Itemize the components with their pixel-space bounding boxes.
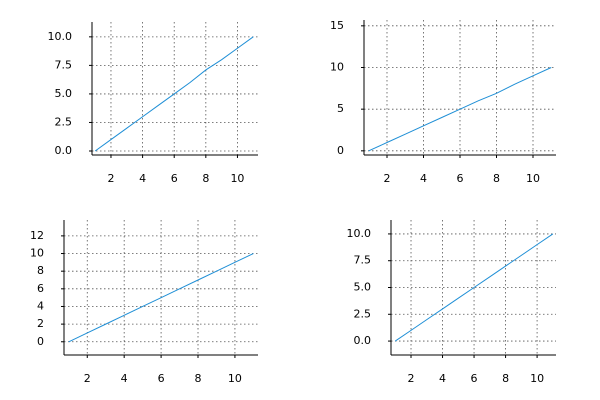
y-tick-label: 5.0 — [55, 87, 73, 100]
line — [68, 253, 254, 343]
x-tick-label: 4 — [439, 372, 446, 385]
y-tick-label: 10.0 — [347, 227, 372, 240]
line — [94, 36, 254, 152]
x-tick-label: 6 — [158, 372, 165, 385]
x-tick-label: 2 — [107, 172, 114, 185]
y-tick-label: 10 — [30, 247, 44, 260]
x-tick-label: 10 — [230, 172, 244, 185]
y-tick-label: 7.5 — [354, 254, 372, 267]
x-tick-label: 8 — [202, 172, 209, 185]
y-tick-label: 0.0 — [55, 144, 73, 157]
x-tick-label: 4 — [139, 172, 146, 185]
y-tick-label: 7.5 — [55, 58, 73, 71]
x-tick-label: 2 — [383, 172, 390, 185]
y-tick-label: 12 — [30, 229, 44, 242]
y-tick-label: 6 — [37, 282, 44, 295]
x-tick-label: 8 — [195, 372, 202, 385]
x-tick-label: 10 — [530, 372, 544, 385]
x-tick-label: 10 — [228, 372, 242, 385]
x-tick-label: 4 — [420, 172, 427, 185]
y-tick-label: 5.0 — [354, 281, 372, 294]
line — [368, 67, 552, 152]
y-tick-label: 5 — [337, 102, 344, 115]
y-tick-label: 4 — [37, 299, 44, 312]
y-tick-label: 2.5 — [354, 307, 372, 320]
x-tick-label: 6 — [171, 172, 178, 185]
y-tick-label: 2 — [37, 317, 44, 330]
x-tick-label: 10 — [526, 172, 540, 185]
y-tick-label: 10.0 — [48, 30, 73, 43]
y-tick-label: 0.0 — [354, 334, 372, 347]
x-tick-label: 2 — [84, 372, 91, 385]
x-tick-label: 2 — [408, 372, 415, 385]
x-tick-label: 4 — [121, 372, 128, 385]
x-tick-label: 8 — [493, 172, 500, 185]
y-tick-label: 15 — [330, 19, 344, 32]
x-tick-label: 6 — [471, 372, 478, 385]
line — [394, 233, 554, 342]
y-tick-label: 0 — [37, 335, 44, 348]
x-tick-label: 8 — [502, 372, 509, 385]
x-tick-label: 6 — [457, 172, 464, 185]
y-tick-label: 2.5 — [55, 115, 73, 128]
y-tick-label: 0 — [337, 144, 344, 157]
y-tick-label: 10 — [330, 61, 344, 74]
y-tick-label: 8 — [37, 264, 44, 277]
